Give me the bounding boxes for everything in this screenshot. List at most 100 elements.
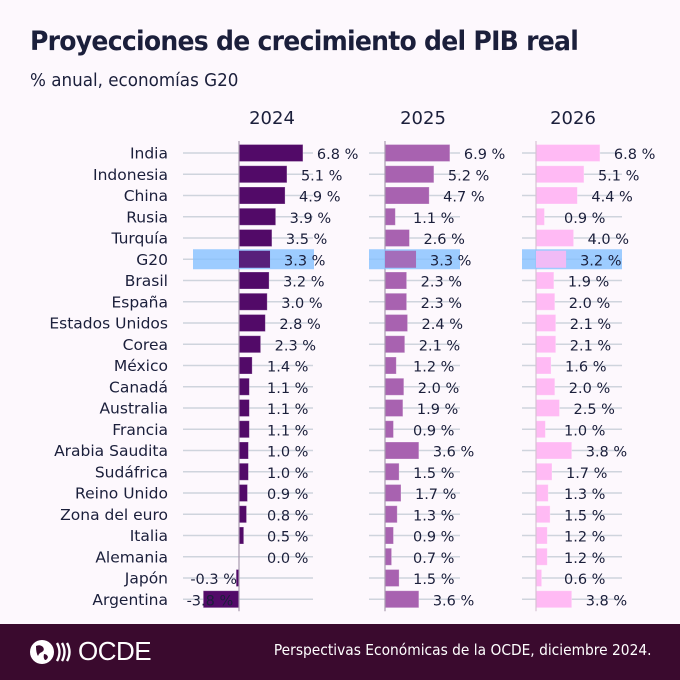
bar-2026 [535, 229, 574, 247]
value-label-2026: 1.5 % [564, 508, 605, 524]
value-label-2026: 2.0 % [569, 381, 610, 397]
value-label-2024: 1.1 % [267, 381, 308, 397]
year-header-2024: 2024 [249, 108, 295, 129]
bar-2026 [535, 377, 556, 396]
bar-2024 [238, 335, 262, 354]
value-label-2024: 2.3 % [275, 338, 316, 354]
value-label-2024: 6.8 % [317, 147, 358, 163]
bar-2025 [384, 335, 406, 354]
bar-2025 [384, 377, 405, 396]
bar-2025 [384, 229, 410, 247]
bar-2025 [384, 569, 400, 587]
value-label-2024: 0.9 % [267, 487, 308, 503]
value-label-2025: 1.7 % [415, 487, 456, 503]
oecd-logo: OCDE [28, 636, 152, 667]
category-label: Canadá [109, 378, 168, 396]
value-label-2026: 0.9 % [564, 211, 605, 227]
value-label-2025: 0.7 % [413, 551, 454, 567]
category-label: Sudáfrica [95, 463, 168, 481]
value-label-2024: -0.3 % [190, 572, 237, 588]
value-label-2025: 2.3 % [421, 296, 462, 312]
value-label-2025: 4.7 % [443, 190, 484, 206]
category-label: Indonesia [93, 166, 168, 184]
value-label-2026: 2.5 % [574, 402, 615, 418]
bar-2025 [384, 547, 392, 566]
value-label-2025: 1.3 % [413, 508, 454, 524]
value-label-2025: 5.2 % [448, 168, 489, 184]
bar-2024 [238, 292, 268, 311]
value-label-2026: 1.7 % [566, 466, 607, 482]
category-label: Turquía [110, 230, 168, 248]
source-note: Perspectivas Económicas de la OCDE, dici… [274, 641, 652, 659]
bar-2024 [238, 399, 250, 417]
bar-2026 [535, 314, 557, 332]
value-label-2026: 5.1 % [598, 168, 639, 184]
category-label: Alemania [95, 548, 168, 566]
value-label-2026: 1.6 % [565, 360, 606, 376]
value-label-2025: 1.9 % [417, 402, 458, 418]
bar-2026 [535, 186, 578, 205]
bar-2026 [535, 547, 548, 566]
value-label-2026: 2.0 % [569, 296, 610, 312]
bar-2026 [535, 590, 573, 609]
category-label: Estados Unidos [49, 315, 168, 333]
value-label-2024: 1.0 % [267, 445, 308, 461]
category-label: México [114, 357, 168, 375]
category-label: España [111, 293, 168, 311]
bar-2026 [535, 399, 560, 417]
bar-2025 [384, 399, 404, 417]
value-label-2026: 4.4 % [591, 190, 632, 206]
bar-2024 [238, 229, 273, 247]
category-label: Argentina [92, 591, 168, 609]
bar-2026 [535, 356, 552, 375]
year-header-2025: 2025 [400, 108, 446, 129]
chart-title: Proyecciones de crecimiento del PIB real [30, 26, 579, 57]
value-label-2026: 6.8 % [614, 147, 655, 163]
value-label-2026: 1.9 % [568, 275, 609, 291]
bar-2024 [238, 526, 245, 545]
bar-2024 [238, 377, 250, 396]
bar-2026 [535, 207, 545, 226]
bar-2025 [384, 271, 408, 290]
bar-2026 [535, 144, 601, 162]
bar-2025 [384, 207, 396, 226]
bar-2024 [238, 505, 247, 524]
value-label-2025: 1.1 % [413, 211, 454, 227]
value-label-2024: 1.4 % [267, 360, 308, 376]
bar-2024 [238, 356, 253, 375]
chart-subtitle: % anual, economías G20 [30, 70, 239, 91]
value-label-2026: 0.6 % [564, 572, 605, 588]
value-label-2025: 3.6 % [433, 445, 474, 461]
value-label-2026: 1.0 % [564, 423, 605, 439]
value-label-2025: 0.9 % [413, 423, 454, 439]
bar-2025 [384, 292, 408, 311]
logo-text: OCDE [78, 636, 152, 666]
value-label-2025: 2.0 % [418, 381, 459, 397]
bar-2024 [238, 165, 288, 184]
bar-2025 [384, 356, 397, 375]
value-label-2026: 2.1 % [570, 317, 611, 333]
value-label-2025: 3.3 % [430, 253, 471, 269]
globe-icon [30, 639, 71, 664]
value-label-2024: 3.5 % [286, 232, 327, 248]
bar-2026 [535, 271, 555, 290]
bar-2025 [384, 441, 420, 460]
value-label-2024: 0.0 % [267, 551, 308, 567]
value-label-2025: 2.3 % [421, 275, 462, 291]
bar-2026 [535, 484, 549, 502]
value-label-2024: 3.2 % [283, 275, 324, 291]
value-label-2024: 3.3 % [284, 253, 325, 269]
value-label-2026: 4.0 % [588, 232, 629, 248]
bar-2025 [384, 590, 420, 609]
bar-2025 [384, 314, 408, 332]
bar-2025 [384, 186, 430, 205]
bar-2026 [535, 420, 546, 439]
bar-2025 [384, 484, 402, 502]
value-label-2026: 1.3 % [564, 487, 605, 503]
value-label-2025: 1.5 % [413, 466, 454, 482]
value-label-2024: 5.1 % [301, 168, 342, 184]
value-label-2025: 2.1 % [419, 338, 460, 354]
value-label-2024: 0.5 % [267, 530, 308, 546]
value-label-2026: 3.8 % [586, 593, 627, 609]
bar-2026 [535, 462, 553, 481]
